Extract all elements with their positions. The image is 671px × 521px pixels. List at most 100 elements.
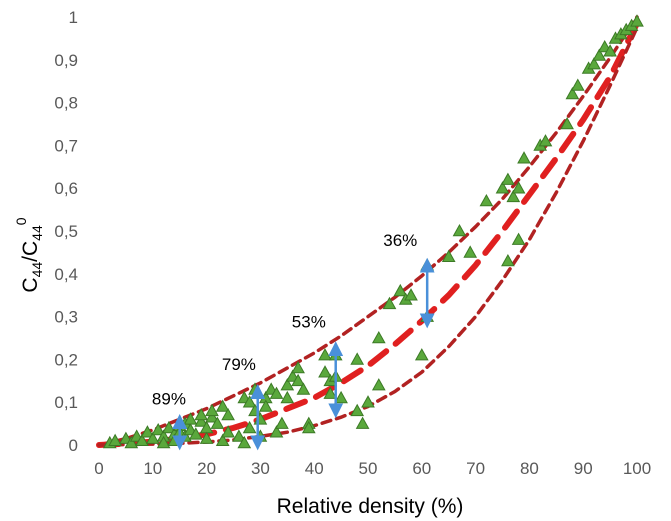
x-tick-label: 0 <box>94 459 103 478</box>
data-point <box>592 48 607 61</box>
data-point <box>630 14 644 27</box>
y-axis-title: C44/C440 <box>13 217 45 292</box>
data-point <box>215 433 230 446</box>
bound-curves <box>96 15 640 448</box>
y-axis-title-sub: 44 <box>29 262 45 278</box>
y-tick-label: 0 <box>69 436 78 455</box>
data-point <box>183 412 198 425</box>
data-point <box>194 414 209 427</box>
x-tick-label: 90 <box>574 459 593 478</box>
x-tick-label: 100 <box>623 459 651 478</box>
data-point <box>318 348 332 361</box>
data-point <box>280 390 295 404</box>
data-point <box>511 181 526 194</box>
data-point <box>414 348 429 361</box>
data-point <box>371 378 386 391</box>
data-point <box>162 420 176 434</box>
data-point <box>205 410 219 423</box>
annotation-label: 36% <box>383 231 417 250</box>
data-point <box>199 431 214 444</box>
y-axis-title-base: C <box>19 277 42 292</box>
y-axis-tick-labels: 0 0,1 0,2 0,3 0,4 0,5 0,6 0,7 0,8 0,9 1 <box>54 8 78 455</box>
data-point <box>237 435 252 449</box>
data-point <box>205 403 219 417</box>
x-tick-label: 30 <box>251 459 270 478</box>
y-tick-label: 0,1 <box>54 393 78 412</box>
data-point <box>221 407 235 421</box>
data-point <box>124 435 139 449</box>
y-tick-label: 0,7 <box>54 136 78 155</box>
x-tick-label: 20 <box>197 459 216 478</box>
data-point <box>194 407 209 421</box>
lower-bound-curve <box>97 25 639 447</box>
y-tick-label: 0,3 <box>54 308 78 327</box>
data-point <box>495 181 510 194</box>
data-point <box>603 44 617 57</box>
data-point <box>404 288 418 301</box>
data-point <box>355 416 370 429</box>
data-point <box>318 365 332 378</box>
data-point <box>361 395 375 408</box>
y-axis-title-sep: /C <box>19 241 42 262</box>
upper-bound-curve <box>97 15 639 447</box>
data-point <box>393 283 408 297</box>
data-point <box>506 189 521 203</box>
data-point <box>291 360 305 374</box>
y-tick-label: 0,5 <box>54 222 78 241</box>
y-tick-label: 0,6 <box>54 179 78 198</box>
x-tick-label: 70 <box>466 459 485 478</box>
data-point <box>215 399 230 412</box>
data-point <box>452 223 467 237</box>
data-point <box>221 425 235 438</box>
annotation-label: 89% <box>152 389 186 408</box>
x-axis-title: Relative density (%) <box>277 495 464 518</box>
x-tick-label: 80 <box>520 459 539 478</box>
x-axis-tick-labels: 0 10 20 30 40 50 60 70 80 90 100 <box>94 459 651 478</box>
data-point <box>565 86 580 100</box>
data-point <box>441 249 456 262</box>
data-point <box>210 416 225 429</box>
data-point <box>108 433 122 446</box>
data-point <box>501 172 515 185</box>
y-tick-label: 0,8 <box>54 94 78 113</box>
x-tick-label: 10 <box>143 459 162 478</box>
data-point <box>560 116 574 130</box>
data-point <box>587 57 601 70</box>
data-points <box>102 14 644 449</box>
data-point <box>135 433 149 446</box>
y-axis-title-sub2: 44 <box>29 225 45 241</box>
data-point <box>269 386 284 399</box>
data-point <box>291 373 305 387</box>
data-point <box>479 193 494 207</box>
data-point <box>350 403 365 417</box>
annotations: 89% 79% 53% 36% <box>152 231 417 408</box>
data-point <box>538 134 553 147</box>
data-point <box>382 296 397 310</box>
data-point <box>269 425 284 438</box>
data-point <box>301 420 316 434</box>
mean-curve <box>96 20 640 448</box>
data-point <box>296 382 311 395</box>
y-tick-label: 0,9 <box>54 51 78 70</box>
range-arrows <box>172 257 435 451</box>
data-point <box>188 427 203 440</box>
data-point <box>350 352 365 365</box>
annotation-label: 79% <box>222 355 256 374</box>
data-point <box>570 78 585 91</box>
y-tick-label: 1 <box>69 8 78 27</box>
data-point <box>517 151 531 164</box>
y-tick-label: 0,2 <box>54 350 78 369</box>
data-point <box>151 422 166 436</box>
data-point <box>501 253 515 267</box>
data-point <box>463 245 478 258</box>
data-point <box>511 232 526 245</box>
data-point <box>232 429 246 442</box>
data-point <box>156 435 171 449</box>
x-tick-label: 40 <box>305 459 324 478</box>
data-point <box>371 330 386 344</box>
data-point <box>275 416 289 429</box>
x-tick-label: 60 <box>412 459 431 478</box>
data-point <box>145 431 160 444</box>
x-tick-label: 50 <box>359 459 378 478</box>
